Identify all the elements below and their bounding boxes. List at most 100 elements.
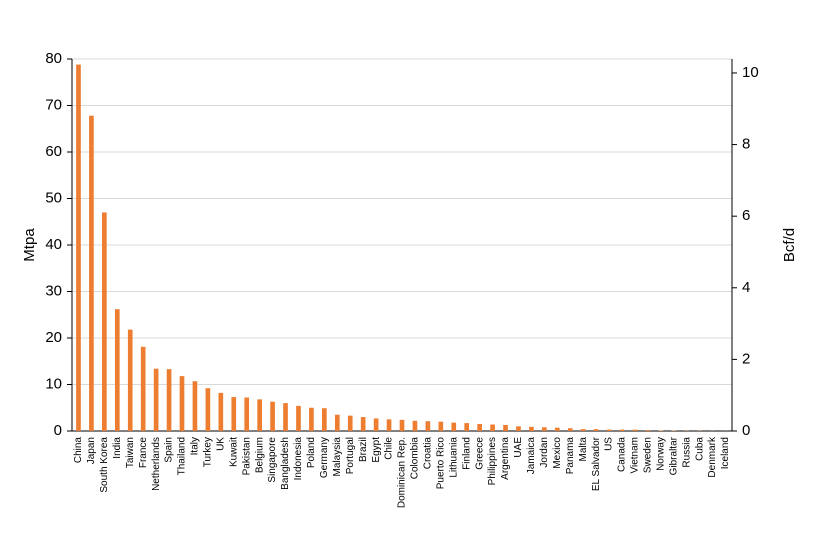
x-tick-label: Malaysia	[332, 437, 343, 477]
bar	[309, 407, 314, 431]
bar	[205, 388, 211, 431]
x-tick-label: Belgium	[254, 437, 265, 473]
x-tick-label: Taiwan	[125, 437, 136, 468]
y2-tick-label: 4	[742, 279, 750, 296]
bar	[102, 212, 107, 431]
x-tick-label: UAE	[513, 437, 524, 458]
bar	[283, 403, 288, 431]
bar	[399, 419, 405, 431]
bar	[438, 421, 444, 431]
x-tick-label: Chile	[384, 437, 395, 460]
bar	[166, 369, 172, 431]
x-tick-label: Russia	[681, 437, 692, 468]
bar	[645, 430, 651, 431]
x-tick-label: EL Salvador	[591, 436, 602, 491]
x-tick-label: Pakistan	[241, 437, 252, 475]
x-tick-label: Panama	[565, 437, 576, 475]
x-tick-label: France	[138, 437, 149, 469]
x-tick-label: Kuwait	[228, 437, 239, 467]
x-tick-label: South Korea	[99, 437, 110, 493]
bar	[464, 423, 470, 431]
bar	[244, 397, 250, 431]
x-tick-label: Poland	[306, 437, 317, 468]
x-tick-label: Turkey	[203, 437, 214, 467]
bar	[490, 424, 495, 431]
y2-tick-label: 0	[742, 422, 750, 439]
bar	[347, 415, 353, 431]
bar	[580, 429, 586, 431]
x-tick-label: Thailand	[177, 437, 188, 475]
x-tick-label: China	[73, 437, 84, 464]
bar	[554, 427, 560, 431]
x-tick-label: Jamaica	[526, 437, 537, 475]
y-tick-label: 70	[45, 96, 62, 113]
bar	[153, 368, 159, 431]
x-tick-label: Sweden	[643, 437, 654, 473]
x-tick-label: US	[604, 437, 615, 451]
bar	[477, 424, 482, 431]
x-tick-label: Argentina	[500, 437, 511, 480]
x-tick-label: Netherlands	[151, 437, 162, 491]
y-tick-label: 50	[45, 189, 62, 206]
bar	[179, 376, 185, 431]
bar	[503, 424, 508, 431]
x-tick-label: Vietnam	[630, 437, 641, 474]
bar	[89, 115, 94, 431]
x-tick-label: Greece	[474, 437, 485, 470]
x-tick-label: Croatia	[423, 437, 434, 470]
bar	[192, 381, 198, 431]
x-tick-label: Philippines	[487, 437, 498, 485]
x-tick-label: India	[112, 437, 123, 459]
bar	[619, 429, 625, 431]
y-tick-label: 60	[45, 143, 62, 160]
bar	[270, 401, 275, 431]
x-tick-label: Singapore	[267, 437, 278, 483]
bar	[567, 428, 573, 431]
bar	[412, 420, 418, 431]
y-tick-label: 40	[45, 236, 62, 253]
bar	[334, 414, 340, 431]
x-tick-label: Germany	[319, 437, 330, 478]
x-tick-label: Canada	[617, 437, 628, 472]
y2-axis-title: Bcf/d	[781, 228, 798, 262]
y2-tick-label: 6	[742, 207, 750, 224]
bar	[451, 422, 457, 431]
y-tick-label: 20	[45, 329, 62, 346]
bar	[373, 418, 379, 431]
y-tick-label: 30	[45, 282, 62, 299]
y-tick-label: 10	[45, 375, 62, 392]
y2-tick-label: 8	[742, 136, 750, 153]
x-tick-label: Finland	[461, 437, 472, 470]
bar	[231, 397, 237, 431]
x-tick-label: Cuba	[694, 437, 705, 461]
x-tick-label: Norway	[655, 437, 666, 471]
bar	[127, 329, 133, 431]
x-tick-label: UK	[215, 437, 226, 451]
bar	[296, 405, 301, 431]
bar	[386, 419, 392, 431]
x-tick-label: Gibraltar	[668, 436, 679, 475]
x-tick-label: Indonesia	[293, 437, 304, 481]
bar	[140, 346, 146, 431]
bar	[76, 64, 81, 431]
bar	[632, 429, 638, 431]
x-tick-label: Malta	[578, 437, 589, 462]
y-tick-label: 80	[45, 50, 62, 67]
bar	[529, 426, 534, 431]
bar	[322, 408, 327, 431]
bar	[516, 426, 521, 431]
bar	[606, 429, 612, 431]
x-tick-label: Bangladesh	[280, 437, 291, 490]
x-tick-label: Japan	[86, 437, 97, 464]
x-tick-label: Puerto Rico	[435, 437, 446, 490]
bar	[360, 417, 366, 431]
x-tick-label: Italy	[190, 437, 201, 455]
bar	[257, 399, 262, 431]
x-tick-label: Brazil	[358, 437, 369, 462]
x-tick-label: Denmark	[707, 436, 718, 478]
bar	[542, 427, 547, 431]
y-tick-label: 0	[54, 422, 62, 439]
bar	[425, 421, 431, 431]
x-tick-label: Portugal	[345, 437, 356, 474]
